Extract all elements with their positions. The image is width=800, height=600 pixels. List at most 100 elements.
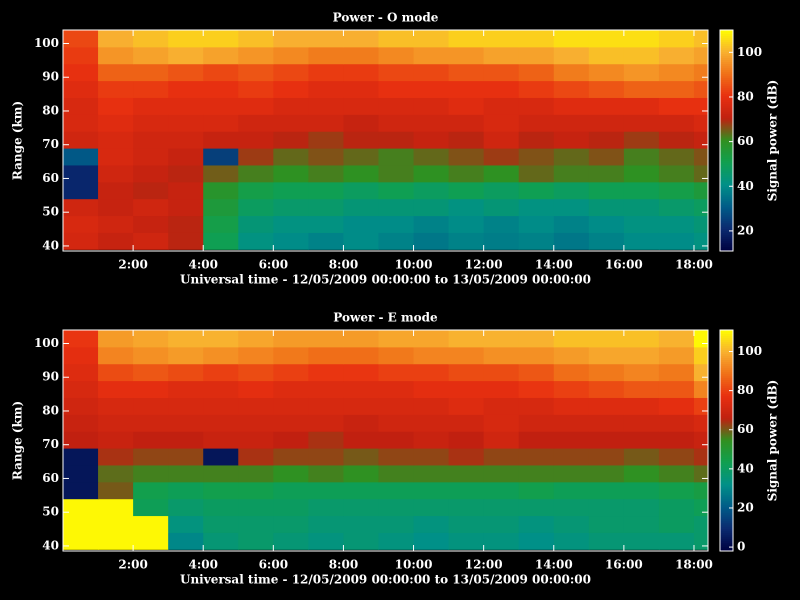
colorbar-swatch (720, 178, 733, 182)
heatmap-cell (693, 80, 708, 98)
x-tick-label: 14:00 (535, 258, 573, 272)
heatmap-cell (63, 481, 99, 500)
colorbar-swatch (720, 514, 733, 518)
heatmap-cell (308, 181, 344, 200)
colorbar-swatch (720, 60, 733, 63)
heatmap-cell (623, 363, 660, 382)
heatmap-cell (658, 532, 695, 550)
heatmap-cell (203, 148, 239, 166)
colorbar-swatch (720, 98, 733, 101)
colorbar-swatch (720, 498, 733, 502)
colorbar-swatch (720, 246, 733, 250)
heatmap-cell (623, 198, 660, 217)
heatmap-cell (588, 30, 625, 48)
heatmap-cell (413, 464, 450, 483)
heatmap-cell (273, 481, 309, 500)
heatmap-cell (658, 30, 695, 48)
colorbar-swatch (720, 190, 733, 194)
heatmap-cell (203, 397, 239, 415)
heatmap-cell (518, 80, 555, 98)
heatmap-cell (483, 215, 520, 233)
heatmap-cell (133, 114, 169, 132)
colorbar-swatch (720, 114, 733, 117)
heatmap-cell (413, 363, 450, 382)
heatmap-cell (168, 46, 204, 65)
heatmap-cell (98, 346, 134, 365)
heatmap-cell (273, 181, 309, 200)
colorbar-swatch (720, 196, 733, 200)
heatmap-cell (588, 131, 625, 149)
heatmap-cell (623, 431, 660, 449)
heatmap-cell (483, 97, 520, 115)
heatmap-cell (203, 363, 239, 382)
heatmap-cell (308, 414, 344, 432)
heatmap-cell (133, 380, 169, 398)
x-tick-label: 18:00 (675, 558, 713, 572)
heatmap-cell (658, 363, 695, 382)
heatmap-cell (63, 414, 99, 432)
heatmap-cell (273, 232, 309, 250)
heatmap-cell (63, 346, 99, 365)
heatmap-cell (378, 114, 415, 132)
colorbar-swatch (720, 154, 733, 158)
colorbar-swatch (720, 506, 733, 510)
colorbar-swatch (720, 400, 733, 403)
heatmap-cell (168, 346, 204, 365)
heatmap-cell (133, 498, 169, 517)
heatmap-cell (98, 97, 134, 115)
colorbar-swatch (720, 118, 733, 121)
heatmap-cell (63, 97, 99, 115)
colorbar-swatch (720, 216, 733, 220)
heatmap-cell (623, 532, 660, 550)
heatmap-cell (238, 80, 274, 98)
colorbar-swatch (720, 508, 733, 512)
colorbar-swatch (720, 530, 733, 534)
colorbar-swatch (720, 226, 733, 230)
colorbar-swatch (720, 406, 733, 409)
heatmap-cell (273, 532, 309, 550)
heatmap-cell (238, 232, 274, 250)
heatmap-cell (658, 448, 695, 466)
heatmap-cell (168, 131, 204, 149)
colorbar-swatch (720, 62, 733, 65)
heatmap-cell (308, 431, 344, 449)
heatmap-cell (63, 181, 99, 200)
heatmap-cell (238, 181, 274, 200)
heatmap-cell (448, 80, 485, 98)
colorbar-swatch (720, 430, 733, 433)
panel: Power - O mode 40 50 60 70 80 90 100 2:00 4:00 6:0… (11, 11, 780, 287)
heatmap-cell (518, 181, 555, 200)
heatmap-cell (693, 346, 708, 365)
colorbar-swatch (720, 90, 733, 93)
y-tick-label: 40 (42, 238, 59, 252)
cells (63, 330, 708, 550)
heatmap-cell (413, 330, 450, 348)
heatmap-cell (658, 464, 695, 483)
heatmap-cell (413, 431, 450, 449)
heatmap-cell (238, 515, 274, 533)
heatmap-cell (658, 131, 695, 149)
heatmap-cell (63, 232, 99, 250)
heatmap-cell (448, 481, 485, 500)
heatmap-cell (413, 97, 450, 115)
heatmap-cell (203, 414, 239, 432)
colorbar-swatch (720, 136, 733, 139)
colorbar-swatch (720, 56, 733, 59)
heatmap-cell (308, 464, 344, 483)
colorbar-swatch (720, 184, 733, 188)
heatmap-cell (483, 397, 520, 415)
colorbar-swatch (720, 64, 733, 67)
colorbar-swatch (720, 164, 733, 168)
heatmap-cell (448, 131, 485, 149)
heatmap-cell (98, 30, 134, 48)
heatmap-cell (63, 532, 99, 550)
heatmap-cell (693, 414, 708, 432)
colorbar-swatch (720, 396, 733, 399)
colorbar-swatch (720, 180, 733, 184)
heatmap-cell (518, 198, 555, 217)
heatmap-cell (203, 515, 239, 533)
heatmap-cell (343, 164, 379, 183)
heatmap-cell (448, 431, 485, 449)
colorbar-swatch (720, 66, 733, 69)
heatmap-cell (518, 498, 555, 517)
